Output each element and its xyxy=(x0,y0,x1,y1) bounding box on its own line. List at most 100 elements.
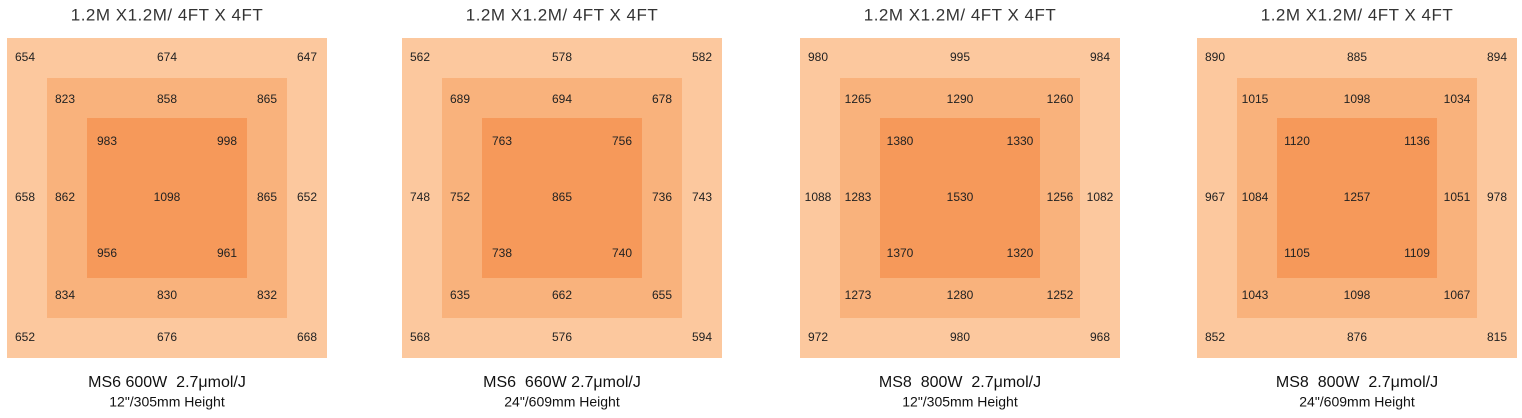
ppfd-value: 652 xyxy=(297,190,317,204)
ppfd-value: 1098 xyxy=(154,190,181,204)
model-caption: MS8 800W 2.7μmol/J xyxy=(1276,374,1438,391)
ppfd-value: 1290 xyxy=(947,92,974,106)
ppfd-value: 865 xyxy=(257,190,277,204)
ppfd-value: 1067 xyxy=(1444,288,1471,302)
ppfd-panel: 1.2M X1.2M/ 4FT X 4FT 890 885 894 967 978 852 8… xyxy=(1197,5,1517,410)
ppfd-value: 956 xyxy=(97,246,117,260)
ppfd-value: 1043 xyxy=(1242,288,1269,302)
inner-zone xyxy=(880,118,1040,278)
ppfd-value: 678 xyxy=(652,92,672,106)
ppfd-value: 635 xyxy=(450,288,470,302)
ppfd-value: 594 xyxy=(692,330,712,344)
panel-title: 1.2M X1.2M/ 4FT X 4FT xyxy=(71,5,264,24)
ppfd-value: 1109 xyxy=(1404,246,1430,260)
ppfd-value: 647 xyxy=(297,50,317,64)
ppfd-value: 694 xyxy=(552,92,572,106)
ppfd-value: 1105 xyxy=(1284,246,1310,260)
model-caption: MS6 600W 2.7μmol/J xyxy=(88,374,246,391)
ppfd-value: 1088 xyxy=(805,190,832,204)
ppfd-value: 1265 xyxy=(845,92,872,106)
height-caption: 24"/609mm Height xyxy=(504,394,620,410)
ppfd-value: 1120 xyxy=(1284,134,1310,148)
ppfd-value: 862 xyxy=(55,190,75,204)
inner-zone xyxy=(1277,118,1437,278)
ppfd-value: 1370 xyxy=(887,246,914,260)
ppfd-value: 983 xyxy=(97,134,117,148)
ppfd-value: 740 xyxy=(612,246,632,260)
ppfd-value: 1051 xyxy=(1444,190,1471,204)
ppfd-value: 1273 xyxy=(845,288,872,302)
ppfd-value: 885 xyxy=(1347,50,1367,64)
ppfd-value: 662 xyxy=(552,288,572,302)
ppfd-value: 1256 xyxy=(1047,190,1074,204)
ppfd-value: 1034 xyxy=(1444,92,1471,106)
ppfd-panel: 1.2M X1.2M/ 4FT X 4FT 654 674 647 658 652 652 6… xyxy=(7,5,327,410)
ppfd-value: 752 xyxy=(450,190,470,204)
ppfd-value: 1252 xyxy=(1047,288,1074,302)
ppfd-value: 1136 xyxy=(1404,134,1430,148)
ppfd-value: 980 xyxy=(808,50,828,64)
ppfd-value: 576 xyxy=(552,330,572,344)
ppfd-value: 1015 xyxy=(1242,92,1269,106)
ppfd-value: 676 xyxy=(157,330,177,344)
ppfd-value: 668 xyxy=(297,330,317,344)
ppfd-value: 674 xyxy=(157,50,177,64)
ppfd-value: 689 xyxy=(450,92,470,106)
ppfd-value: 578 xyxy=(552,50,572,64)
height-caption: 24"/609mm Height xyxy=(1299,394,1415,410)
ppfd-value: 652 xyxy=(15,330,35,344)
ppfd-value: 984 xyxy=(1090,50,1110,64)
ppfd-value: 894 xyxy=(1487,50,1507,64)
ppfd-value: 562 xyxy=(410,50,430,64)
ppfd-value: 890 xyxy=(1205,50,1225,64)
ppfd-value: 858 xyxy=(157,92,177,106)
ppfd-value: 1098 xyxy=(1344,92,1371,106)
ppfd-value: 998 xyxy=(217,134,237,148)
ppfd-value: 658 xyxy=(15,190,35,204)
inner-zone xyxy=(482,118,642,278)
ppfd-value: 1098 xyxy=(1344,288,1371,302)
ppfd-value: 978 xyxy=(1487,190,1507,204)
ppfd-value: 1084 xyxy=(1242,190,1269,204)
ppfd-value: 738 xyxy=(492,246,512,260)
ppfd-value: 830 xyxy=(157,288,177,302)
ppfd-value: 1257 xyxy=(1344,190,1371,204)
ppfd-value: 865 xyxy=(552,190,572,204)
ppfd-value: 815 xyxy=(1487,330,1507,344)
ppfd-value: 865 xyxy=(257,92,277,106)
ppfd-value: 1320 xyxy=(1007,246,1034,260)
ppfd-value: 834 xyxy=(55,288,75,302)
ppfd-value: 972 xyxy=(808,330,828,344)
inner-zone xyxy=(87,118,247,278)
ppfd-value: 961 xyxy=(217,246,237,260)
ppfd-value: 968 xyxy=(1090,330,1110,344)
model-caption: MS6 660W 2.7μmol/J xyxy=(483,374,641,391)
ppfd-value: 967 xyxy=(1205,190,1225,204)
ppfd-value: 763 xyxy=(492,134,512,148)
ppfd-value: 568 xyxy=(410,330,430,344)
ppfd-panel: 1.2M X1.2M/ 4FT X 4FT 980 995 984 1088 1082 97… xyxy=(800,5,1120,410)
panel-title: 1.2M X1.2M/ 4FT X 4FT xyxy=(864,5,1057,24)
ppfd-value: 736 xyxy=(652,190,672,204)
ppfd-value: 1260 xyxy=(1047,92,1074,106)
ppfd-value: 1082 xyxy=(1087,190,1114,204)
panel-title: 1.2M X1.2M/ 4FT X 4FT xyxy=(1261,5,1454,24)
ppfd-value: 832 xyxy=(257,288,277,302)
ppfd-value: 980 xyxy=(950,330,970,344)
height-caption: 12"/305mm Height xyxy=(902,394,1018,410)
ppfd-value: 756 xyxy=(612,134,632,148)
model-caption: MS8 800W 2.7μmol/J xyxy=(879,374,1041,391)
ppfd-panel: 1.2M X1.2M/ 4FT X 4FT 562 578 582 748 743 568 5… xyxy=(402,5,722,410)
ppfd-value: 1280 xyxy=(947,288,974,302)
ppfd-value: 582 xyxy=(692,50,712,64)
ppfd-value: 654 xyxy=(15,50,35,64)
height-caption: 12"/305mm Height xyxy=(109,394,225,410)
ppfd-value: 655 xyxy=(652,288,672,302)
ppfd-value: 748 xyxy=(410,190,430,204)
ppfd-value: 743 xyxy=(692,190,712,204)
panel-title: 1.2M X1.2M/ 4FT X 4FT xyxy=(466,5,659,24)
ppfd-value: 876 xyxy=(1347,330,1367,344)
ppfd-value: 852 xyxy=(1205,330,1225,344)
ppfd-value: 1330 xyxy=(1007,134,1034,148)
